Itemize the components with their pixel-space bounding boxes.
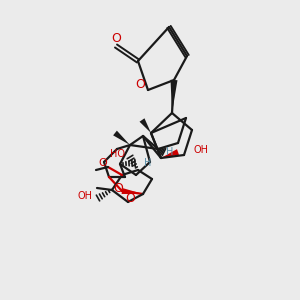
Polygon shape xyxy=(161,149,179,158)
Polygon shape xyxy=(113,131,130,145)
Polygon shape xyxy=(140,118,151,133)
Text: H: H xyxy=(144,158,152,168)
Text: O: O xyxy=(125,193,135,206)
Polygon shape xyxy=(170,80,178,113)
Text: OH: OH xyxy=(78,191,93,201)
Text: O: O xyxy=(135,79,145,92)
Text: O: O xyxy=(99,158,107,168)
Polygon shape xyxy=(122,188,143,194)
Text: OH: OH xyxy=(193,145,208,155)
Text: O: O xyxy=(111,32,121,44)
Text: HO: HO xyxy=(110,149,125,159)
Text: O: O xyxy=(113,182,123,194)
Text: H: H xyxy=(166,147,174,157)
